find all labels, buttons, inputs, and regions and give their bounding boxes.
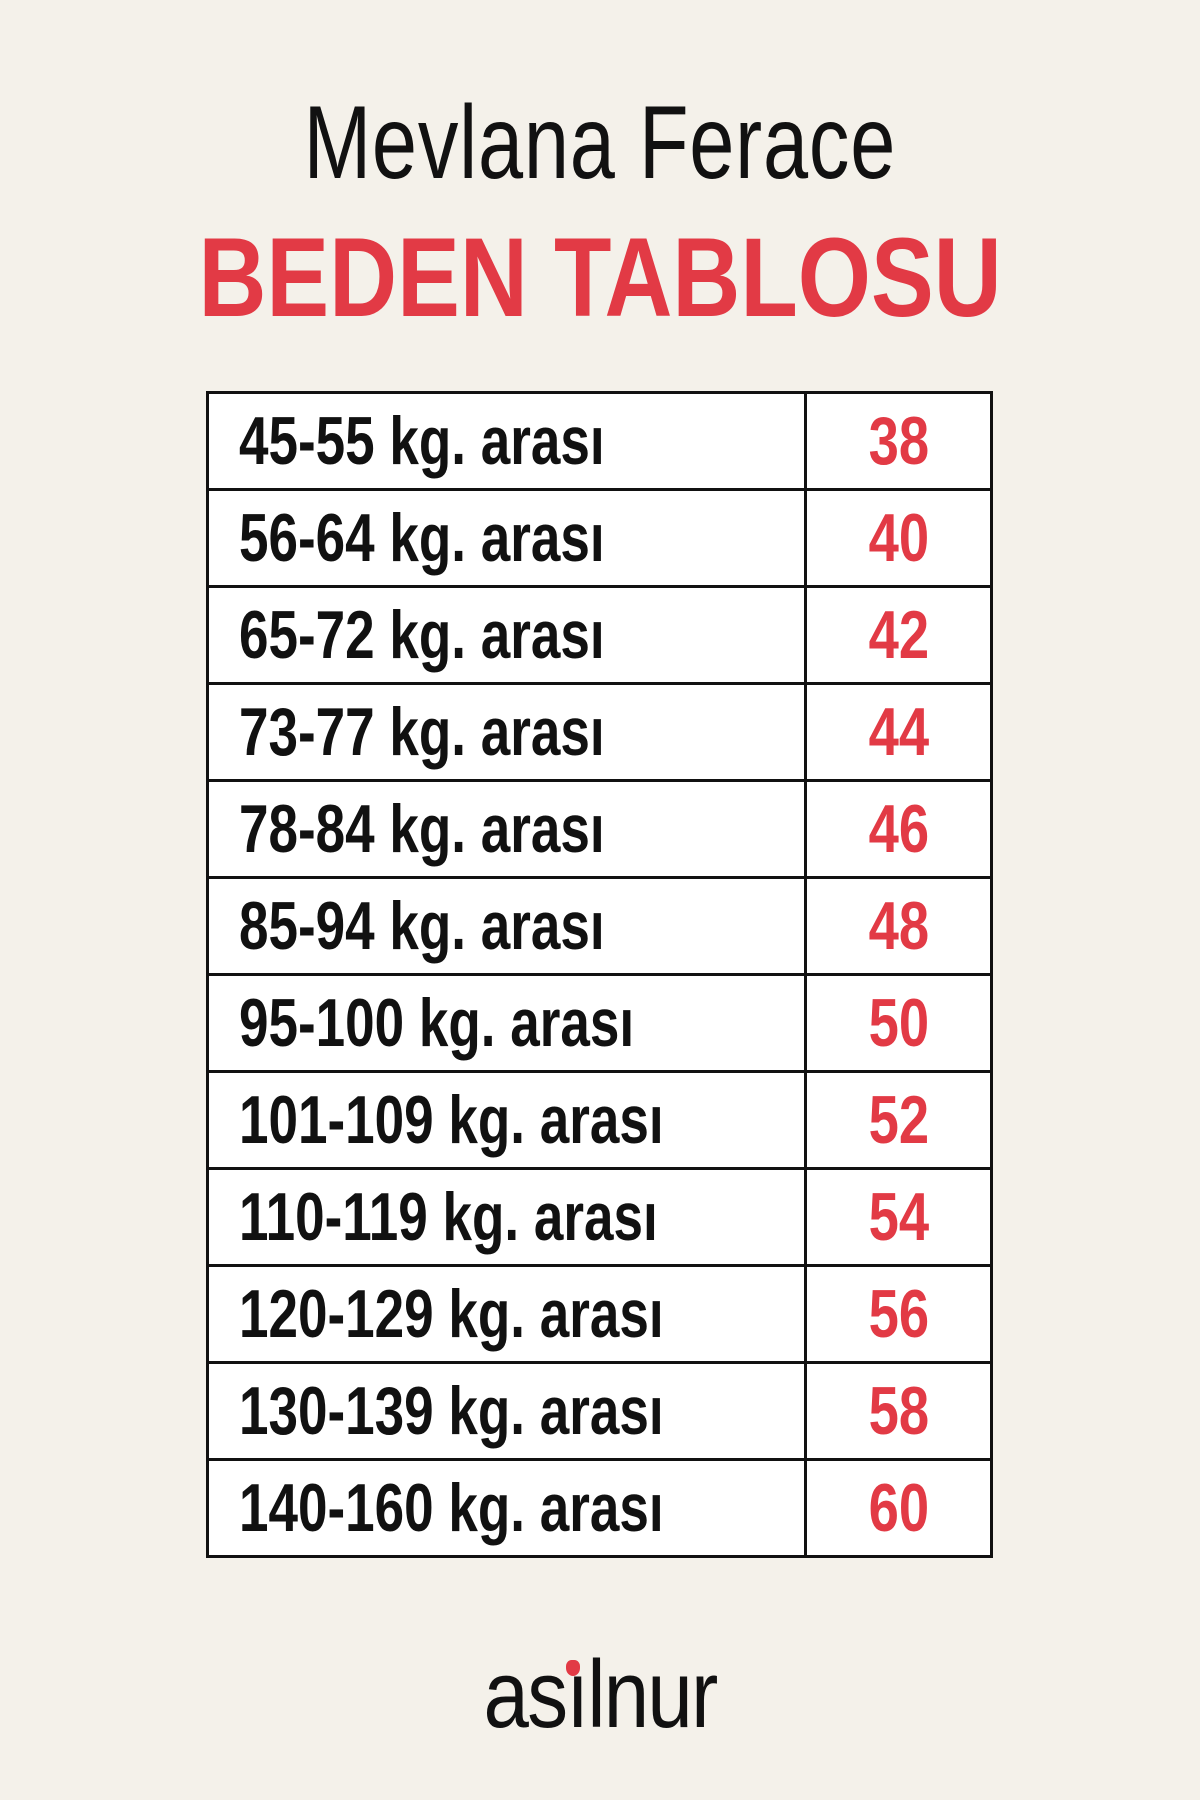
size-cell: 50 [804,973,993,1073]
weight-cell: 45-55 kg. arası [206,391,807,491]
table-row: 130-139 kg. arası 58 [206,1361,993,1461]
weight-cell: 73-77 kg. arası [206,682,807,782]
size-value: 46 [868,791,929,867]
size-cell: 44 [804,682,993,782]
weight-range: 140-160 kg. arası [239,1470,664,1546]
logo-tulip-dot-icon [566,1660,580,1676]
table-row: 85-94 kg. arası 48 [206,876,993,976]
weight-cell: 85-94 kg. arası [206,876,807,976]
page-subtitle: BEDEN TABLOSU [0,218,1200,338]
brand-logo: asılnur [0,1640,1200,1750]
weight-range: 56-64 kg. arası [239,500,605,576]
weight-range: 101-109 kg. arası [239,1082,664,1158]
subtitle-text: BEDEN TABLOSU [198,215,1002,340]
weight-cell: 110-119 kg. arası [206,1167,807,1267]
size-value: 40 [868,500,929,576]
weight-range: 78-84 kg. arası [239,791,605,867]
size-cell: 60 [804,1458,993,1558]
size-cell: 40 [804,488,993,588]
size-cell: 42 [804,585,993,685]
weight-cell: 95-100 kg. arası [206,973,807,1073]
weight-range: 85-94 kg. arası [239,888,605,964]
weight-cell: 140-160 kg. arası [206,1458,807,1558]
size-table: 45-55 kg. arası 38 56-64 kg. arası 40 65-72 … [206,391,993,1558]
size-value: 56 [868,1276,929,1352]
size-cell: 54 [804,1167,993,1267]
weight-range: 95-100 kg. arası [239,985,635,1061]
weight-cell: 120-129 kg. arası [206,1264,807,1364]
table-row: 140-160 kg. arası 60 [206,1458,993,1558]
weight-range: 130-139 kg. arası [239,1373,664,1449]
size-value: 44 [868,694,929,770]
table-row: 65-72 kg. arası 42 [206,585,993,685]
size-cell: 46 [804,779,993,879]
size-cell: 38 [804,391,993,491]
table-row: 95-100 kg. arası 50 [206,973,993,1073]
size-value: 52 [868,1082,929,1158]
weight-cell: 101-109 kg. arası [206,1070,807,1170]
size-value: 50 [868,985,929,1061]
size-value: 42 [868,597,929,673]
weight-cell: 130-139 kg. arası [206,1361,807,1461]
weight-range: 65-72 kg. arası [239,597,605,673]
table-row: 73-77 kg. arası 44 [206,682,993,782]
page-title: Mevlana Ferace [0,88,1200,198]
logo-text: asılnur [483,1641,718,1748]
weight-cell: 78-84 kg. arası [206,779,807,879]
size-value: 60 [868,1470,929,1546]
table-row: 110-119 kg. arası 54 [206,1167,993,1267]
weight-range: 110-119 kg. arası [239,1179,658,1255]
size-cell: 52 [804,1070,993,1170]
size-cell: 58 [804,1361,993,1461]
weight-range: 45-55 kg. arası [239,403,605,479]
table-row: 78-84 kg. arası 46 [206,779,993,879]
size-value: 38 [868,403,929,479]
size-cell: 56 [804,1264,993,1364]
size-cell: 48 [804,876,993,976]
size-value: 48 [868,888,929,964]
table-row: 101-109 kg. arası 52 [206,1070,993,1170]
table-row: 56-64 kg. arası 40 [206,488,993,588]
table-row: 120-129 kg. arası 56 [206,1264,993,1364]
size-value: 58 [868,1373,929,1449]
size-value: 54 [868,1179,929,1255]
weight-cell: 65-72 kg. arası [206,585,807,685]
weight-range: 73-77 kg. arası [239,694,605,770]
table-row: 45-55 kg. arası 38 [206,391,993,491]
weight-range: 120-129 kg. arası [239,1276,664,1352]
title-text: Mevlana Ferace [303,85,897,201]
weight-cell: 56-64 kg. arası [206,488,807,588]
